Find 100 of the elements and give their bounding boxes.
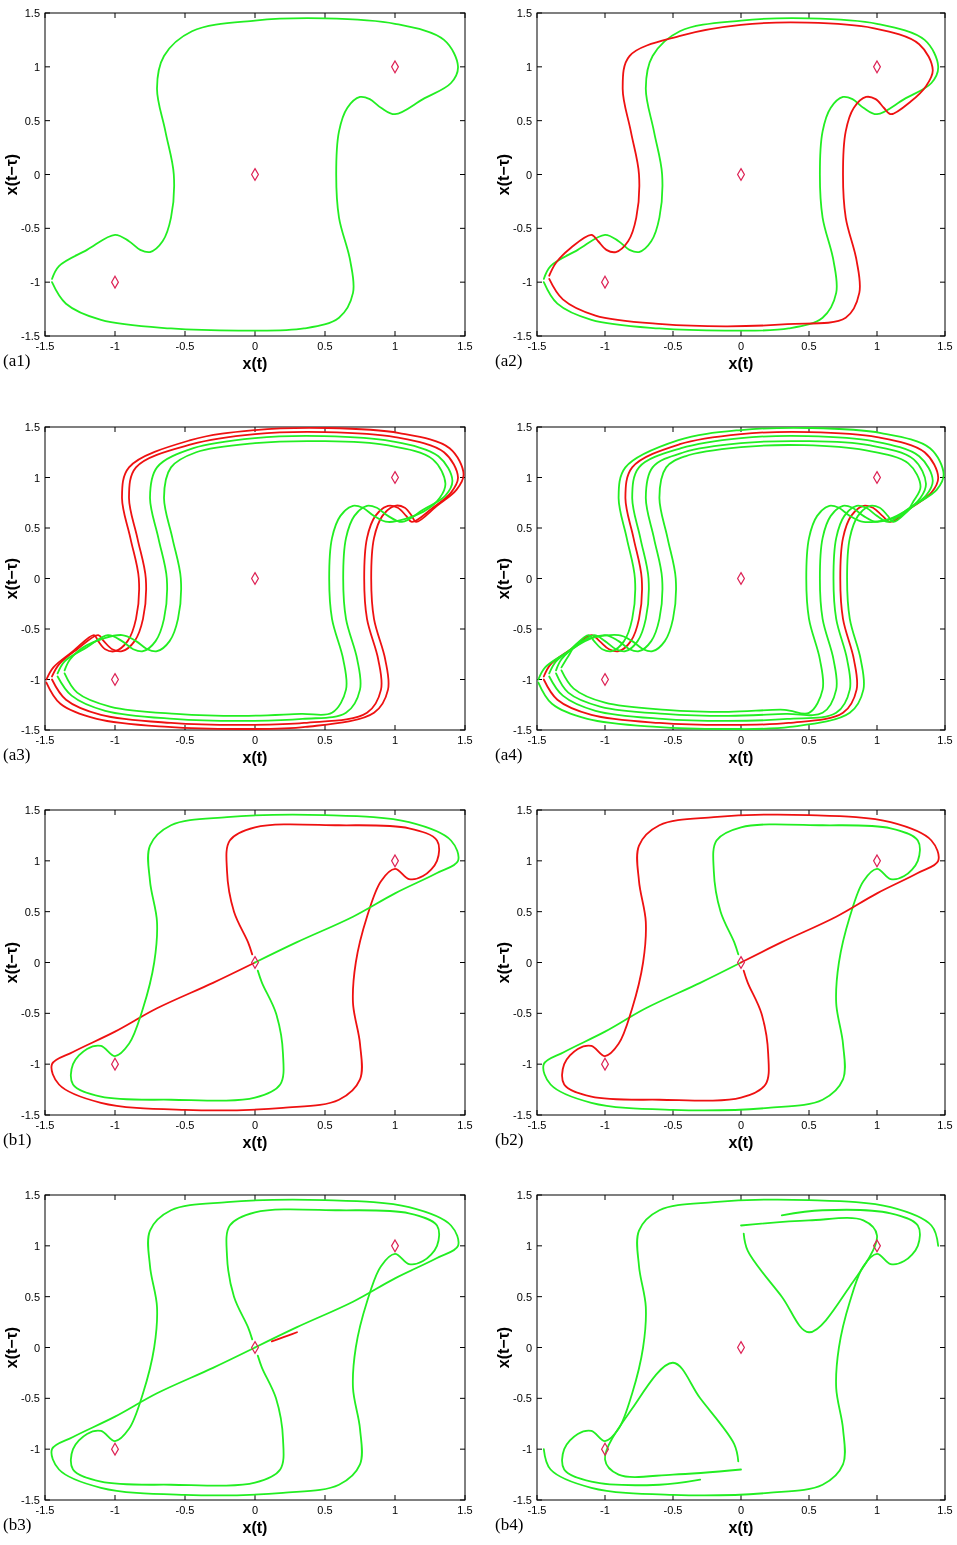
y-tick-label: 0: [33, 572, 40, 585]
y-tick-label: 0: [525, 168, 532, 181]
x-tick-label: 0: [251, 340, 259, 352]
y-tick-label: -1.5: [513, 330, 532, 342]
x-tick-label: 1.5: [937, 734, 953, 746]
y-tick-label: -0.5: [21, 1007, 40, 1020]
x-tick-label: 1.5: [457, 734, 473, 746]
y-axis-title: x(t−τ): [3, 941, 20, 984]
y-axis-title: x(t−τ): [495, 1326, 512, 1369]
x-tick-label: -1: [600, 1119, 610, 1131]
y-tick-label: -1: [522, 1058, 532, 1071]
y-tick-label: -0.5: [21, 623, 40, 635]
y-tick-label: -0.5: [513, 1007, 532, 1020]
y-tick-label: 1: [33, 60, 40, 73]
text: (a2): [495, 351, 523, 370]
x-tick-label: -1: [600, 340, 610, 352]
y-tick-label: -1: [522, 1443, 532, 1456]
x-tick-label: 0.5: [317, 734, 333, 746]
y-tick-label: 0.5: [24, 114, 40, 127]
y-tick-label: -1.5: [513, 1494, 532, 1506]
x-tick-label: -0.5: [663, 1504, 683, 1516]
x-tick-label: 1.5: [937, 1119, 953, 1131]
x-tick-label: 1: [391, 734, 399, 746]
y-tick-label: 0: [525, 956, 532, 969]
y-tick-label: -1.5: [21, 724, 40, 736]
y-tick-label: 1: [33, 471, 40, 484]
y-tick-label: 0.5: [516, 522, 532, 534]
y-tick-label: -1.5: [21, 1109, 40, 1121]
x-tick-label: 1.5: [457, 340, 473, 352]
x-tick-label: 1.5: [937, 340, 953, 352]
x-tick-label: 0: [251, 1504, 259, 1516]
x-tick-label: 0: [737, 1504, 745, 1516]
x-tick-label: -0.5: [663, 1119, 683, 1131]
text: (b4): [495, 1515, 524, 1534]
text: (b3): [3, 1515, 32, 1534]
y-tick-label: 1.5: [516, 1189, 532, 1201]
y-tick-label: 0.5: [24, 1290, 40, 1303]
y-tick-label: 0.5: [24, 522, 40, 534]
y-tick-label: 1: [33, 1239, 40, 1252]
x-tick-label: -0.5: [175, 1119, 195, 1131]
y-axis-title: x(t−τ): [3, 153, 20, 196]
x-tick-label: 0: [737, 340, 745, 352]
text: (a4): [495, 745, 523, 764]
y-tick-label: 1: [33, 854, 40, 867]
y-tick-label: 1: [525, 854, 532, 867]
x-tick-label: -1: [600, 734, 610, 746]
y-tick-label: -1.5: [21, 1494, 40, 1506]
y-tick-label: 1: [525, 1239, 532, 1252]
y-tick-label: 1: [525, 60, 532, 73]
y-tick-label: 0: [33, 956, 40, 969]
y-tick-label: 1: [525, 471, 532, 484]
y-tick-label: -0.5: [21, 1392, 40, 1405]
x-tick-label: -1: [600, 1504, 610, 1516]
x-axis-title: x(t): [728, 355, 754, 372]
x-tick-label: -0.5: [175, 340, 195, 352]
x-tick-label: 1: [873, 1119, 881, 1131]
x-tick-label: -1: [110, 340, 120, 352]
y-tick-label: -0.5: [21, 222, 40, 235]
x-tick-label: 1.5: [457, 1119, 473, 1131]
y-axis-title: x(t−τ): [3, 1326, 20, 1369]
x-tick-label: 0: [737, 734, 745, 746]
x-tick-label: 0.5: [801, 734, 817, 746]
y-tick-label: 1.5: [516, 804, 532, 816]
x-axis-title: x(t): [242, 749, 268, 766]
x-tick-label: 0.5: [317, 340, 333, 352]
x-tick-label: 0: [251, 734, 259, 746]
x-tick-label: 1: [391, 340, 399, 352]
x-tick-label: 0.5: [801, 340, 817, 352]
x-tick-label: 0.5: [317, 1119, 333, 1131]
y-tick-label: -1: [30, 1443, 40, 1456]
x-tick-label: 0.5: [801, 1119, 817, 1131]
y-tick-label: -1.5: [21, 330, 40, 342]
x-tick-label: -0.5: [175, 734, 195, 746]
y-tick-label: 0: [33, 168, 40, 181]
y-tick-label: 0.5: [516, 114, 532, 127]
y-tick-label: -0.5: [513, 1392, 532, 1405]
x-tick-label: -1: [110, 1504, 120, 1516]
x-tick-label: 1.5: [937, 1504, 953, 1516]
x-tick-label: 1: [873, 340, 881, 352]
y-tick-label: -1: [522, 673, 532, 686]
text: (a3): [3, 745, 31, 764]
x-tick-label: 0.5: [801, 1504, 817, 1516]
x-tick-label: 0: [737, 1119, 745, 1131]
x-tick-label: 0.5: [317, 1504, 333, 1516]
y-tick-label: 1.5: [24, 1189, 40, 1201]
x-tick-label: 1: [873, 734, 881, 746]
x-tick-label: -0.5: [663, 340, 683, 352]
y-tick-label: -1.5: [513, 1109, 532, 1121]
y-tick-label: 0.5: [516, 1290, 532, 1303]
x-axis-title: x(t): [242, 1134, 268, 1151]
y-tick-label: 0: [525, 572, 532, 585]
y-tick-label: -1: [30, 276, 40, 289]
y-axis-title: x(t−τ): [495, 153, 512, 196]
y-tick-label: -1: [30, 1058, 40, 1071]
text: (a1): [3, 351, 31, 370]
x-tick-label: 1: [391, 1504, 399, 1516]
y-tick-label: 1.5: [24, 804, 40, 816]
y-tick-label: 1.5: [516, 7, 532, 19]
x-tick-label: 0: [251, 1119, 259, 1131]
y-tick-label: 1.5: [24, 421, 40, 433]
